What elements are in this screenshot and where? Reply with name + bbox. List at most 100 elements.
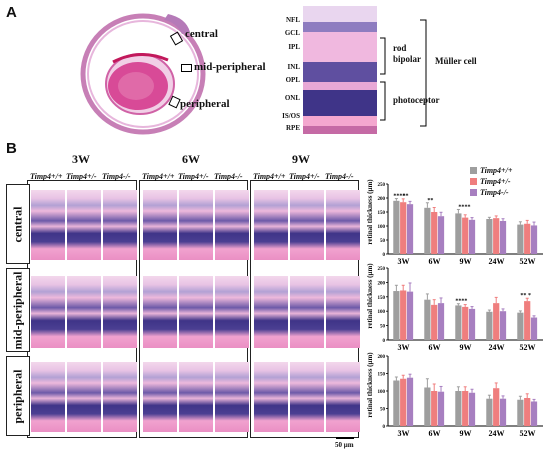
bar (468, 308, 476, 340)
x-tick-label: 6W (429, 257, 441, 266)
x-tick-label: 24W (489, 429, 505, 438)
legend-item-het: Timp4+/- (470, 176, 548, 187)
genotype-3w-het: Timp4+/- (66, 172, 97, 181)
x-tick-label: 9W (460, 343, 472, 352)
legend-item-ko: Timp4-/- (470, 187, 548, 198)
region-label-central: central (185, 28, 218, 40)
x-tick-label: 9W (460, 257, 472, 266)
bar (499, 311, 507, 340)
genotype-6w-ko: Timp4-/- (214, 172, 243, 181)
row-label-central: central (6, 184, 30, 264)
histology-strip (290, 362, 324, 432)
label-photoceptor: photoceptor (393, 95, 440, 105)
significance-label: ** (403, 194, 409, 200)
genotype-9w-wt: Timp4+/+ (253, 172, 286, 181)
histology-strip (254, 362, 288, 432)
bar (462, 391, 469, 426)
histology-strip (179, 362, 213, 432)
genotype-9w-het: Timp4+/- (289, 172, 320, 181)
x-tick-label: 3W (398, 343, 410, 352)
bar (431, 304, 438, 340)
layer-brackets (380, 19, 427, 127)
histology-strip (103, 190, 137, 260)
histology-strip (215, 276, 249, 348)
layer-gcl: GCL (284, 29, 300, 37)
bar (524, 398, 531, 426)
bar (517, 224, 524, 254)
bar (493, 388, 500, 426)
eye-cross-section-image (80, 13, 206, 135)
row-label-mid-peripheral: mid-peripheral (6, 268, 30, 352)
y-tick-label: 50 (380, 325, 386, 330)
x-tick-label: 3W (398, 429, 410, 438)
panel-a-letter: A (6, 4, 17, 21)
bar (499, 220, 507, 254)
bar (524, 301, 531, 340)
region-label-peripheral: peripheral (180, 98, 230, 110)
y-tick-label: 100 (378, 310, 386, 315)
genotype-6w-het: Timp4+/- (178, 172, 209, 181)
y-tick-label: 100 (378, 225, 386, 230)
histology-strip (326, 276, 360, 348)
histology-strip (143, 362, 177, 432)
bar (406, 291, 414, 340)
x-tick-label: 24W (489, 343, 505, 352)
histology-strip (143, 276, 177, 348)
y-tick-label: 150 (378, 373, 386, 378)
bar (393, 380, 400, 426)
histology-strip (67, 362, 101, 432)
significance-label: * (528, 293, 531, 299)
significance-label: ** (427, 198, 433, 204)
bar (424, 387, 431, 426)
bar (530, 401, 538, 426)
histology-strip (31, 362, 65, 432)
bar (517, 399, 524, 426)
histology-strip (290, 276, 324, 348)
histology-strip (215, 362, 249, 432)
bar (517, 312, 524, 340)
bar (431, 391, 438, 426)
bar (400, 290, 407, 340)
y-tick-label: 0 (383, 339, 386, 344)
legend-label-ko: Timp4-/- (480, 188, 509, 197)
bar (493, 303, 500, 340)
layer-opl: OPL (285, 76, 300, 84)
histology-strip (31, 276, 65, 348)
histology-strip (290, 190, 324, 260)
bar (486, 398, 493, 426)
layer-onl: ONL (284, 94, 300, 102)
x-tick-label: 52W (520, 257, 536, 266)
retina-layers-image (303, 6, 377, 134)
genotype-3w-wt: Timp4+/+ (30, 172, 63, 181)
histology-strip (67, 190, 101, 260)
bar (486, 219, 493, 254)
bar (400, 202, 407, 254)
histology-strip (103, 276, 137, 348)
y-tick-label: 0 (383, 425, 386, 430)
histology-strip (254, 190, 288, 260)
y-tick-label: 50 (380, 408, 386, 413)
genotype-6w-wt: Timp4+/+ (142, 172, 175, 181)
bar (437, 216, 445, 254)
legend-label-het: Timp4+/- (480, 177, 511, 186)
y-tick-label: 200 (378, 197, 386, 202)
bar (486, 311, 493, 340)
x-tick-label: 3W (398, 257, 410, 266)
histology-strip (31, 190, 65, 260)
layer-inl: INL (287, 63, 300, 71)
bar (393, 291, 400, 340)
histology-strip (254, 276, 288, 348)
bar (437, 391, 445, 426)
y-tick-label: 150 (378, 211, 386, 216)
bar (424, 299, 431, 340)
bar (530, 317, 538, 340)
histology-strip (215, 190, 249, 260)
bar (406, 377, 414, 426)
layer-rpe: RPE (286, 124, 300, 132)
group-label-9w: 9W (292, 152, 310, 166)
significance-label: ** (465, 204, 471, 210)
bar (393, 200, 400, 254)
layer-isos: IS/OS (282, 112, 300, 120)
x-tick-label: 24W (489, 257, 505, 266)
histology-strip (326, 190, 360, 260)
